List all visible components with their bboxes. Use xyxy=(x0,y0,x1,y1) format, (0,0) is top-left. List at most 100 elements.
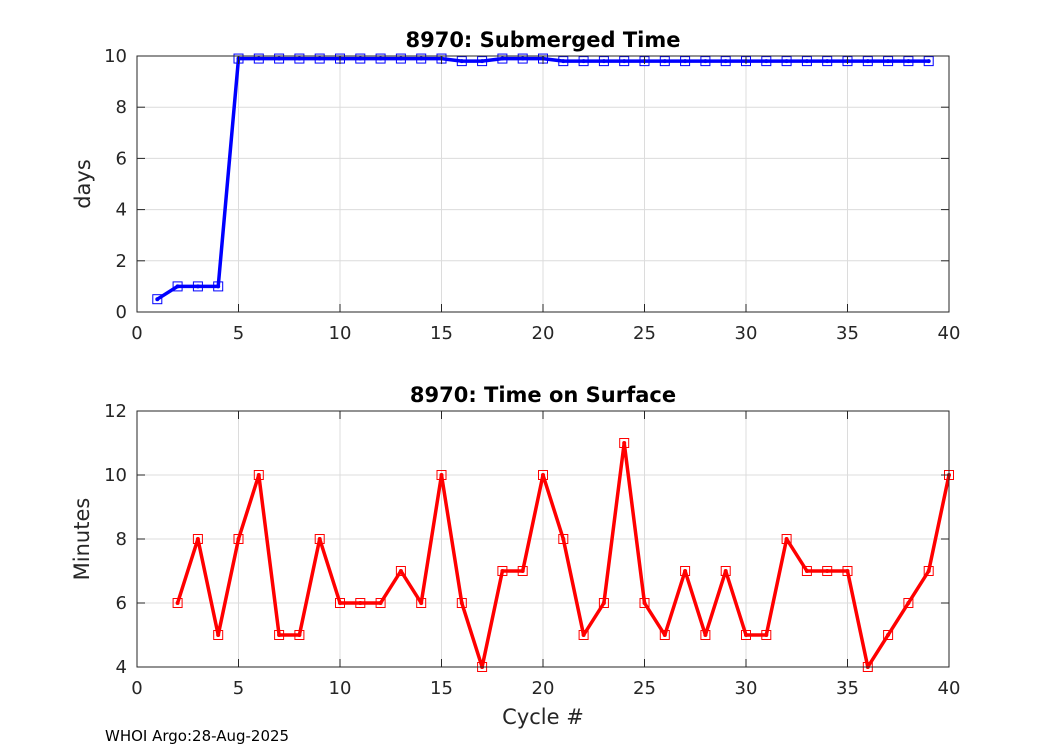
data-point-dot xyxy=(398,56,403,61)
data-point-dot xyxy=(317,56,322,61)
data-point-dot xyxy=(419,601,424,605)
data-point-dot xyxy=(886,59,891,64)
x-tick-label: 35 xyxy=(836,678,859,699)
data-point-marker xyxy=(213,630,224,640)
data-point-marker xyxy=(558,534,569,544)
data-point-marker xyxy=(416,598,427,608)
chart-title: 8970: Submerged Time xyxy=(405,28,680,52)
data-point-marker xyxy=(822,566,833,576)
y-tick-label: 12 xyxy=(104,401,127,422)
data-point-dot xyxy=(317,537,322,541)
data-point-marker xyxy=(761,630,772,640)
x-tick-label: 35 xyxy=(836,323,859,344)
y-tick-label: 4 xyxy=(116,200,127,221)
data-point-dot xyxy=(216,284,221,289)
data-point-marker xyxy=(680,566,691,576)
data-point-marker xyxy=(517,566,528,576)
data-point-marker xyxy=(436,470,447,480)
data-point-dot xyxy=(500,569,505,573)
data-point-dot xyxy=(886,633,891,637)
data-point-dot xyxy=(277,56,282,61)
data-point-marker xyxy=(538,470,548,480)
data-point-dot xyxy=(622,59,627,64)
x-tick-label: 40 xyxy=(938,678,961,699)
data-point-dot xyxy=(601,601,606,605)
y-tick-label: 10 xyxy=(104,46,127,67)
data-point-marker xyxy=(822,56,833,67)
x-tick-label: 10 xyxy=(329,323,352,344)
data-point-dot xyxy=(561,537,566,541)
data-point-marker xyxy=(213,281,224,292)
y-axis-label: days xyxy=(71,159,95,209)
data-point-dot xyxy=(581,59,586,64)
data-point-dot xyxy=(683,59,688,64)
x-tick-label: 15 xyxy=(430,323,453,344)
data-point-dot xyxy=(175,284,180,289)
data-point-marker xyxy=(192,534,203,544)
data-point-marker xyxy=(395,53,406,64)
data-point-marker xyxy=(274,53,285,64)
data-point-dot xyxy=(683,569,688,573)
data-point-marker xyxy=(639,598,650,608)
data-point-dot xyxy=(216,633,221,637)
data-point-dot xyxy=(358,601,363,605)
x-tick-label: 5 xyxy=(233,678,244,699)
data-point-dot xyxy=(236,537,241,541)
data-point-marker xyxy=(456,56,467,67)
x-tick-label: 0 xyxy=(131,678,142,699)
data-point-dot xyxy=(561,59,566,64)
data-point-marker xyxy=(659,630,670,640)
data-point-dot xyxy=(723,59,728,64)
data-point-marker xyxy=(903,56,914,67)
data-point-marker xyxy=(842,566,853,576)
data-point-marker xyxy=(619,56,630,67)
data-point-dot xyxy=(297,56,302,61)
data-point-dot xyxy=(906,601,911,605)
data-point-marker xyxy=(801,566,812,576)
data-point-dot xyxy=(378,601,383,605)
data-point-dot xyxy=(622,441,627,445)
data-point-marker xyxy=(274,630,285,640)
x-tick-label: 10 xyxy=(329,678,352,699)
data-point-marker xyxy=(720,56,731,67)
footer-credit: WHOI Argo:28-Aug-2025 xyxy=(105,727,289,745)
data-point-marker xyxy=(619,438,630,448)
x-tick-label: 20 xyxy=(532,678,555,699)
data-point-marker xyxy=(294,53,305,64)
tick-layer: 0 5 10 15 20 25 30 35 40 0 2 4 6 8 10 xyxy=(104,46,960,344)
x-tick-label: 5 xyxy=(233,323,244,344)
data-point-dot xyxy=(703,633,708,637)
data-point-marker xyxy=(294,630,305,640)
data-point-marker xyxy=(923,56,934,67)
data-point-dot xyxy=(764,633,769,637)
x-axis-label: Cycle # xyxy=(502,705,584,729)
y-tick-label: 6 xyxy=(116,148,127,169)
data-point-dot xyxy=(845,569,850,573)
data-point-dot xyxy=(642,601,647,605)
data-point-dot xyxy=(581,633,586,637)
data-point-dot xyxy=(297,633,302,637)
data-point-dot xyxy=(439,473,444,477)
data-point-marker xyxy=(558,56,569,67)
data-point-marker xyxy=(497,566,508,576)
data-point-marker xyxy=(720,566,731,576)
y-tick-label: 8 xyxy=(116,529,127,550)
data-point-marker xyxy=(395,566,406,576)
y-axis-label: Minutes xyxy=(70,498,94,581)
data-point-marker xyxy=(497,53,508,64)
data-point-marker xyxy=(578,630,589,640)
data-point-dot xyxy=(906,59,911,64)
data-point-dot xyxy=(419,56,424,61)
data-point-dot xyxy=(825,59,830,64)
data-point-dot xyxy=(764,59,769,64)
y-tick-label: 10 xyxy=(104,465,127,486)
data-point-dot xyxy=(195,284,200,289)
data-point-marker xyxy=(659,56,670,67)
x-tick-label: 0 xyxy=(131,323,142,344)
submerged-time-chart: 0 5 10 15 20 25 30 35 40 0 2 4 6 8 10 8970: Submerged … xyxy=(71,28,960,344)
data-point-dot xyxy=(378,56,383,61)
chart-title: 8970: Time on Surface xyxy=(410,383,676,407)
x-tick-label: 30 xyxy=(735,678,758,699)
data-point-marker xyxy=(801,56,812,67)
data-point-dot xyxy=(480,59,485,64)
